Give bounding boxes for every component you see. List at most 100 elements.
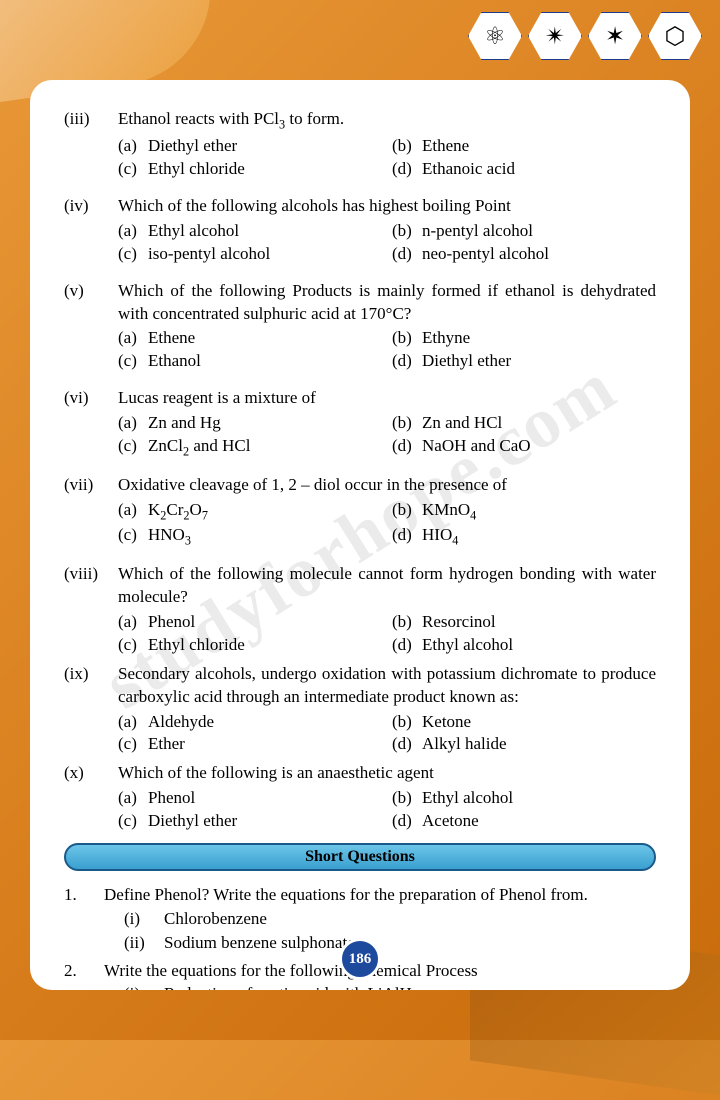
option: (a)Zn and Hg xyxy=(118,412,382,435)
option-label: (a) xyxy=(118,412,148,435)
option-text: Diethyl ether xyxy=(148,135,237,158)
option: (c)HNO3 xyxy=(118,524,382,549)
option-text: Alkyl halide xyxy=(422,733,507,756)
option: (d)Acetone xyxy=(392,810,656,833)
question-number: (ix) xyxy=(64,663,118,757)
mcq-3: (iii)Ethanol reacts with PCl3 to form.(a… xyxy=(64,108,656,181)
molecule-icon: ⚛ xyxy=(468,12,522,60)
option-label: (a) xyxy=(118,327,148,350)
option-label: (c) xyxy=(118,243,148,266)
option-text: Ethene xyxy=(422,135,469,158)
option-text: ZnCl2 and HCl xyxy=(148,435,250,460)
option-text: K2Cr2O7 xyxy=(148,499,208,524)
option-label: (d) xyxy=(392,158,422,181)
page-content: studyforhope.com (iii)Ethanol reacts wit… xyxy=(30,80,690,990)
question-stem: Which of the following molecule cannot f… xyxy=(118,563,656,609)
question-stem: Which of the following alcohols has high… xyxy=(118,195,656,218)
option-text: Phenol xyxy=(148,787,195,810)
option: (b)Ethene xyxy=(392,135,656,158)
option: (c)Ethyl chloride xyxy=(118,158,382,181)
question-stem: Which of the following Products is mainl… xyxy=(118,280,656,326)
option: (a)Ethene xyxy=(118,327,382,350)
option-label: (c) xyxy=(118,524,148,549)
option: (d)Ethanoic acid xyxy=(392,158,656,181)
option-label: (b) xyxy=(392,412,422,435)
option-text: HIO4 xyxy=(422,524,458,549)
sub-label: (ii) xyxy=(124,931,164,955)
option: (b)KMnO4 xyxy=(392,499,656,524)
option-text: HNO3 xyxy=(148,524,191,549)
question-stem: Oxidative cleavage of 1, 2 – diol occur … xyxy=(118,474,656,497)
option: (b)Ethyne xyxy=(392,327,656,350)
option-label: (b) xyxy=(392,135,422,158)
mcq-10: (x)Which of the following is an anaesthe… xyxy=(64,762,656,833)
option-text: Ether xyxy=(148,733,185,756)
option-text: Phenol xyxy=(148,611,195,634)
option-label: (d) xyxy=(392,524,422,549)
option: (d)Ethyl alcohol xyxy=(392,634,656,657)
option-label: (c) xyxy=(118,634,148,657)
page-number: 186 xyxy=(339,938,381,980)
question-number: (vii) xyxy=(64,474,118,549)
option-text: Acetone xyxy=(422,810,479,833)
option-label: (d) xyxy=(392,350,422,373)
sub-text: Sodium benzene sulphonate xyxy=(164,931,355,955)
option: (c)Ether xyxy=(118,733,382,756)
question-number: (iii) xyxy=(64,108,118,181)
mcq-6: (vi)Lucas reagent is a mixture of(a)Zn a… xyxy=(64,387,656,460)
option-label: (d) xyxy=(392,435,422,460)
sub-text: Reduction of acetic acid with LiAlH4. xyxy=(164,982,422,990)
option: (c)Ethyl chloride xyxy=(118,634,382,657)
option: (d)NaOH and CaO xyxy=(392,435,656,460)
option-label: (a) xyxy=(118,711,148,734)
option-label: (c) xyxy=(118,158,148,181)
option: (a)Aldehyde xyxy=(118,711,382,734)
option-text: Aldehyde xyxy=(148,711,214,734)
question-stem: Lucas reagent is a mixture of xyxy=(118,387,656,410)
mcq-9: (ix)Secondary alcohols, undergo oxidatio… xyxy=(64,663,656,757)
option-text: Diethyl ether xyxy=(148,810,237,833)
question-number: (viii) xyxy=(64,563,118,657)
option: (b)Resorcinol xyxy=(392,611,656,634)
option-label: (b) xyxy=(392,611,422,634)
short-questions-header: Short Questions xyxy=(64,843,656,871)
option-label: (d) xyxy=(392,733,422,756)
option-text: Ethyl chloride xyxy=(148,158,245,181)
option-label: (a) xyxy=(118,787,148,810)
sub-text: Chlorobenzene xyxy=(164,907,267,931)
question-stem: Secondary alcohols, undergo oxidation wi… xyxy=(118,663,656,709)
option-text: Ethene xyxy=(148,327,195,350)
sq-stem: Define Phenol? Write the equations for t… xyxy=(104,883,656,907)
sub-label: (i) xyxy=(124,907,164,931)
option: (d)neo-pentyl alcohol xyxy=(392,243,656,266)
bond-icon: ✶ xyxy=(588,12,642,60)
mcq-4: (iv)Which of the following alcohols has … xyxy=(64,195,656,266)
sub-item: (ii)Sodium benzene sulphonate xyxy=(124,931,656,955)
option-text: Ethyl alcohol xyxy=(422,634,513,657)
option-label: (b) xyxy=(392,787,422,810)
option-text: Ethyne xyxy=(422,327,470,350)
question-number: (v) xyxy=(64,280,118,374)
option-label: (b) xyxy=(392,220,422,243)
option-text: n-pentyl alcohol xyxy=(422,220,533,243)
option-label: (b) xyxy=(392,327,422,350)
header-icons: ⚛ ✴ ✶ ⬡ xyxy=(468,12,702,60)
sub-item: (i)Chlorobenzene xyxy=(124,907,656,931)
question-number: (vi) xyxy=(64,387,118,460)
option-label: (d) xyxy=(392,810,422,833)
option-label: (a) xyxy=(118,220,148,243)
mcq-7: (vii)Oxidative cleavage of 1, 2 – diol o… xyxy=(64,474,656,549)
option-text: Resorcinol xyxy=(422,611,496,634)
option: (a)Phenol xyxy=(118,611,382,634)
option: (c)ZnCl2 and HCl xyxy=(118,435,382,460)
option: (a)Phenol xyxy=(118,787,382,810)
option-text: Zn and Hg xyxy=(148,412,221,435)
question-stem: Which of the following is an anaesthetic… xyxy=(118,762,656,785)
sq-number: 1. xyxy=(64,883,104,954)
option-text: Ethanol xyxy=(148,350,201,373)
option: (b)Ethyl alcohol xyxy=(392,787,656,810)
option-label: (a) xyxy=(118,611,148,634)
option: (a)Diethyl ether xyxy=(118,135,382,158)
option-label: (c) xyxy=(118,350,148,373)
option: (c)iso-pentyl alcohol xyxy=(118,243,382,266)
